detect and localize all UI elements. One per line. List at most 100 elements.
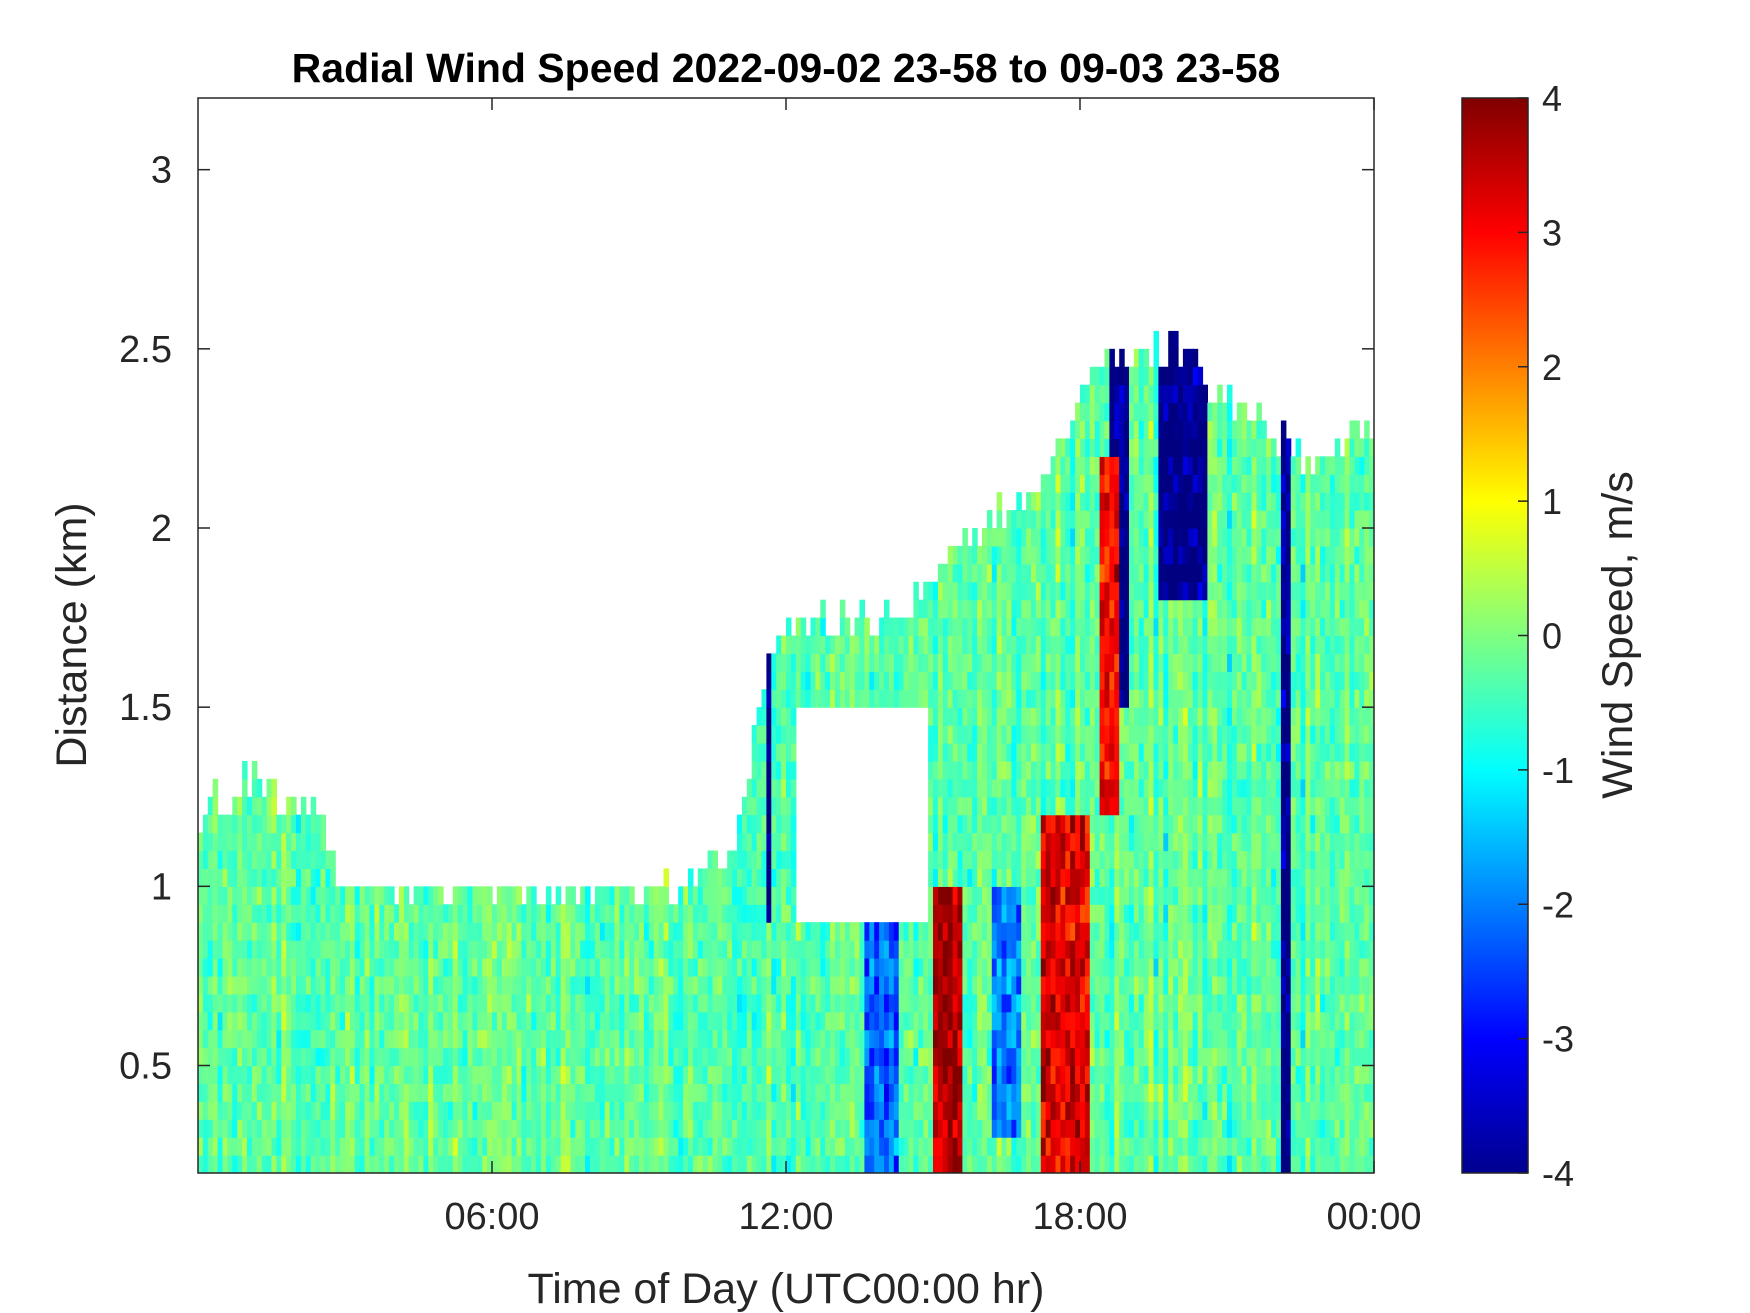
heatmap-cell bbox=[1163, 492, 1169, 511]
heatmap-cell bbox=[570, 1101, 576, 1120]
heatmap-cell bbox=[942, 563, 949, 583]
heatmap-cell bbox=[349, 1137, 356, 1156]
heatmap-cell bbox=[1197, 689, 1204, 708]
heatmap-cell bbox=[781, 832, 787, 852]
heatmap-cell bbox=[653, 1137, 660, 1156]
heatmap-cell bbox=[668, 1011, 674, 1031]
heatmap-cell bbox=[374, 1029, 380, 1049]
heatmap-cell bbox=[712, 850, 718, 870]
heatmap-cell bbox=[629, 1101, 635, 1120]
heatmap-cell bbox=[810, 689, 816, 708]
heatmap-cell bbox=[438, 1137, 444, 1156]
heatmap-cell bbox=[1094, 402, 1101, 422]
heatmap-cell bbox=[369, 940, 375, 959]
heatmap-cell bbox=[1129, 778, 1135, 798]
heatmap-cell bbox=[928, 617, 934, 637]
heatmap-cell bbox=[305, 1065, 312, 1085]
heatmap-cell bbox=[354, 904, 361, 923]
heatmap-cell bbox=[1035, 581, 1042, 601]
heatmap-cell bbox=[898, 1065, 905, 1085]
heatmap-cell bbox=[737, 1029, 743, 1049]
heatmap-cell bbox=[340, 958, 346, 977]
heatmap-cell bbox=[820, 1137, 826, 1156]
heatmap-cell bbox=[1143, 922, 1150, 941]
heatmap-cell bbox=[349, 1065, 356, 1085]
heatmap-cell bbox=[1104, 599, 1110, 619]
heatmap-cell bbox=[1089, 635, 1096, 655]
heatmap-cell bbox=[232, 796, 238, 816]
heatmap-cell bbox=[1050, 796, 1057, 816]
heatmap-cell bbox=[962, 886, 968, 905]
heatmap-cell bbox=[1114, 975, 1120, 995]
heatmap-cell bbox=[286, 1119, 292, 1138]
heatmap-cell bbox=[457, 958, 464, 977]
heatmap-cell bbox=[761, 832, 767, 852]
heatmap-cell bbox=[629, 922, 635, 941]
heatmap-cell bbox=[237, 1065, 243, 1085]
heatmap-cell bbox=[879, 1011, 885, 1031]
heatmap-cell bbox=[590, 1155, 596, 1173]
heatmap-cell bbox=[1021, 922, 1027, 941]
heatmap-cell bbox=[242, 1101, 248, 1120]
heatmap-cell bbox=[281, 904, 287, 923]
heatmap-cell bbox=[570, 1047, 576, 1067]
heatmap-cell bbox=[1109, 743, 1115, 762]
heatmap-cell bbox=[781, 975, 787, 995]
heatmap-cell bbox=[982, 599, 988, 619]
heatmap-cell bbox=[898, 1029, 905, 1049]
heatmap-cell bbox=[1089, 796, 1096, 816]
heatmap-cell bbox=[1060, 599, 1066, 619]
heatmap-cell bbox=[937, 725, 944, 744]
heatmap-cell bbox=[447, 1029, 454, 1049]
heatmap-cell bbox=[1075, 904, 1081, 923]
heatmap-cell bbox=[1197, 671, 1204, 690]
heatmap-cell bbox=[835, 1083, 841, 1102]
heatmap-cell bbox=[541, 1011, 547, 1031]
heatmap-cell bbox=[408, 1137, 415, 1156]
heatmap-cell bbox=[198, 1029, 204, 1049]
heatmap-cell bbox=[1065, 725, 1071, 744]
heatmap-cell bbox=[761, 689, 767, 708]
heatmap-cell bbox=[1040, 581, 1047, 601]
heatmap-cell bbox=[1094, 384, 1101, 404]
heatmap-cell bbox=[952, 1119, 959, 1138]
heatmap-cell bbox=[1031, 492, 1037, 511]
heatmap-cell bbox=[1080, 689, 1086, 708]
heatmap-cell bbox=[707, 958, 714, 977]
heatmap-cell bbox=[884, 993, 890, 1013]
heatmap-cell bbox=[1070, 707, 1076, 726]
heatmap-cell bbox=[732, 850, 738, 870]
heatmap-cell bbox=[291, 1119, 297, 1138]
heatmap-cell bbox=[835, 1065, 841, 1085]
heatmap-cell bbox=[487, 993, 493, 1013]
heatmap-cell bbox=[957, 778, 963, 798]
heatmap-cell bbox=[516, 1029, 522, 1049]
heatmap-cell bbox=[1182, 940, 1189, 959]
heatmap-cell bbox=[977, 545, 983, 565]
heatmap-cell bbox=[756, 760, 763, 780]
heatmap-cell bbox=[991, 940, 998, 959]
heatmap-cell bbox=[688, 1047, 694, 1067]
heatmap-cell bbox=[1094, 940, 1101, 959]
heatmap-cell bbox=[835, 1155, 841, 1173]
heatmap-cell bbox=[1124, 545, 1130, 565]
heatmap-cell bbox=[996, 653, 1003, 672]
heatmap-cell bbox=[1148, 1047, 1155, 1067]
heatmap-cell bbox=[1187, 671, 1194, 690]
heatmap-cell bbox=[276, 1065, 282, 1085]
heatmap-cell bbox=[893, 958, 900, 977]
heatmap-cell bbox=[1075, 1137, 1081, 1156]
heatmap-cell bbox=[1114, 366, 1120, 386]
heatmap-cell bbox=[942, 958, 949, 977]
heatmap-cell bbox=[590, 940, 596, 959]
heatmap-cell bbox=[1001, 886, 1008, 905]
heatmap-cell bbox=[1109, 1047, 1115, 1067]
heatmap-cell bbox=[545, 1119, 552, 1138]
heatmap-cell bbox=[849, 653, 856, 672]
heatmap-cell bbox=[859, 1119, 865, 1138]
heatmap-cell bbox=[1089, 438, 1096, 457]
heatmap-cell bbox=[349, 1029, 356, 1049]
heatmap-cell bbox=[457, 1137, 464, 1156]
heatmap-cell bbox=[776, 904, 782, 923]
heatmap-cell bbox=[1094, 993, 1101, 1013]
